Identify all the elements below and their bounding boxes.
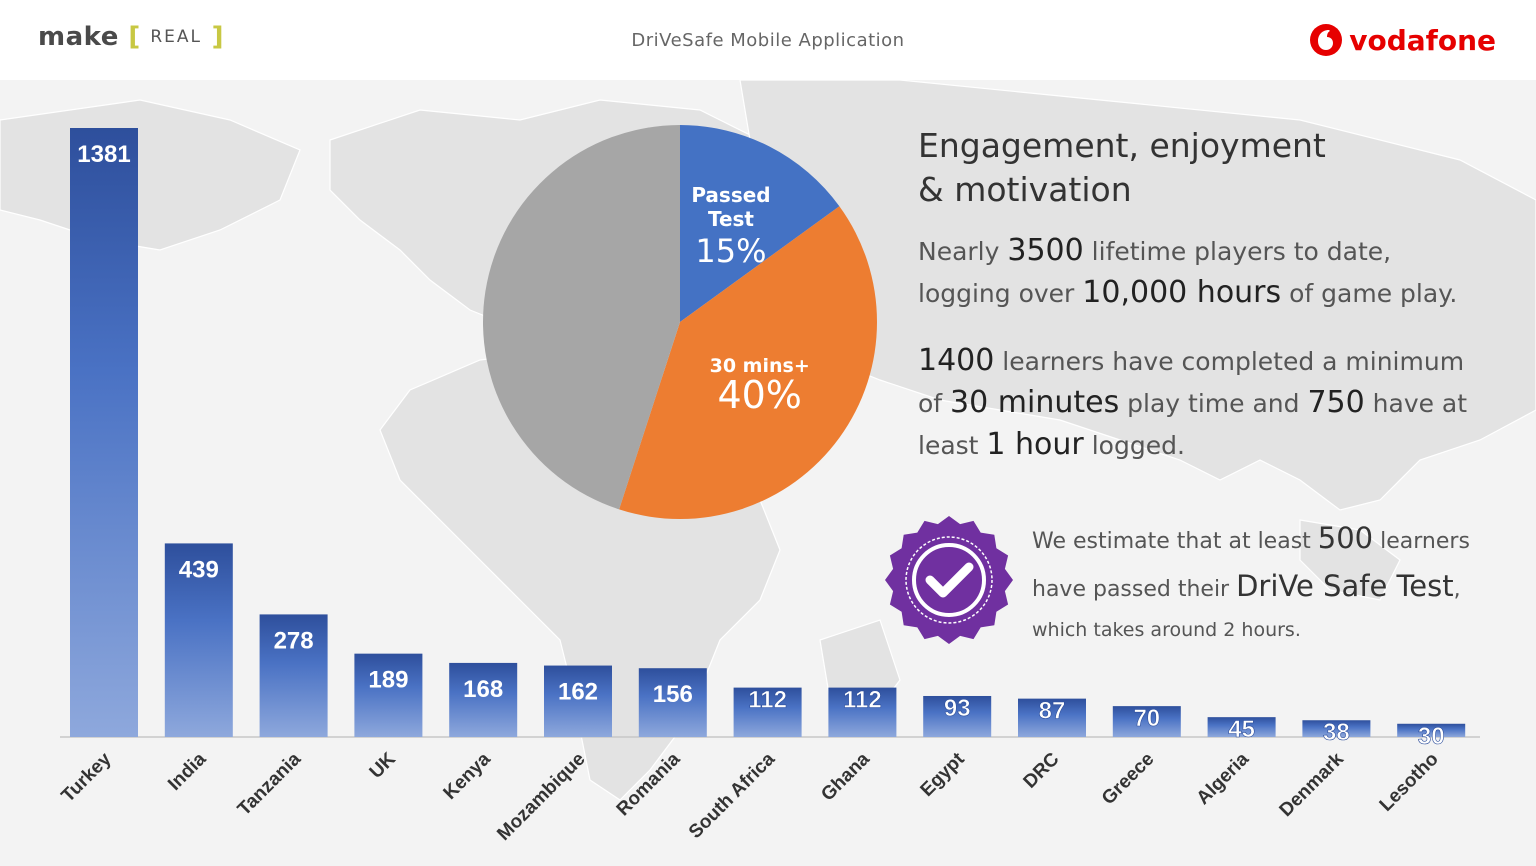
pie-slice-other: [483, 125, 680, 510]
data-label-algeria: 45: [1228, 716, 1255, 743]
pie-slice-passed-test: [680, 125, 840, 322]
estimate-paragraph: We estimate that at least 500 learners h…: [1032, 521, 1470, 641]
category-label-india: India: [164, 748, 211, 795]
section-heading: Engagement, enjoyment & motivation: [918, 126, 1326, 209]
category-label-turkey: Turkey: [58, 748, 116, 806]
vodafone-speechmark-icon: [1310, 24, 1343, 56]
data-label-south-africa: 112: [748, 687, 787, 714]
data-label-tanzania: 278: [274, 627, 314, 654]
data-label-drc: 87: [1039, 698, 1066, 725]
category-label-egypt: Egypt: [917, 748, 970, 801]
bar-denmark: [1302, 720, 1371, 737]
bar-india: [164, 543, 233, 737]
learners-paragraph: 1400 learners have completed a minimum o…: [918, 343, 1468, 462]
data-label-uk: 189: [368, 667, 408, 694]
data-label-egypt: 93: [944, 695, 971, 722]
category-label-romania: Romania: [613, 748, 685, 820]
bar-greece: [1112, 706, 1181, 737]
pie-value-passed-test: 15%: [695, 232, 766, 270]
data-label-kenya: 168: [463, 676, 503, 703]
makereal-logo: make [ REAL ]: [38, 22, 224, 52]
players-paragraph: Nearly 3500 lifetime players to date, lo…: [918, 233, 1458, 310]
category-label-greece: Greece: [1098, 749, 1158, 809]
data-label-india: 439: [179, 556, 219, 583]
pie-value-30-mins: 40%: [717, 373, 801, 417]
category-label-kenya: Kenya: [440, 748, 495, 803]
data-label-mozambique: 162: [558, 679, 598, 706]
bar-ghana: [828, 687, 897, 737]
bar-romania: [638, 668, 707, 737]
category-label-drc: DRC: [1020, 748, 1064, 792]
bar-kenya: [449, 662, 518, 737]
vodafone-logo: vodafone: [1309, 22, 1496, 58]
pie-slice-30-mins: [619, 206, 877, 519]
bar-turkey: [70, 128, 138, 737]
category-label-algeria: Algeria: [1193, 748, 1254, 809]
data-label-turkey: 1381: [77, 141, 130, 168]
data-label-ghana: 112: [843, 687, 882, 714]
pie-label-30-mins: 30 mins+: [710, 355, 810, 377]
category-label-denmark: Denmark: [1276, 748, 1349, 821]
category-label-mozambique: Mozambique: [493, 749, 589, 845]
data-label-lesotho: 30: [1418, 723, 1445, 750]
category-label-south-africa: South Africa: [685, 748, 780, 843]
bar-uk: [354, 653, 423, 737]
category-label-ghana: Ghana: [817, 748, 874, 805]
pie-label-passed-test: Test: [708, 207, 754, 231]
bar-mozambique: [544, 665, 612, 737]
bar-tanzania: [259, 614, 328, 737]
data-label-romania: 156: [653, 681, 693, 708]
bar-algeria: [1207, 717, 1276, 737]
bar-egypt: [923, 695, 992, 737]
bar-drc: [1018, 698, 1086, 737]
data-label-greece: 70: [1133, 705, 1160, 732]
bar-lesotho: [1397, 723, 1466, 737]
checkmark-seal-icon: [885, 516, 1013, 644]
pie-label-passed-test: Passed: [691, 183, 770, 207]
category-label-lesotho: Lesotho: [1376, 749, 1443, 816]
category-label-tanzania: Tanzania: [234, 748, 306, 820]
header-title: DriVeSafe Mobile Application: [631, 30, 905, 51]
bar-south-africa: [733, 687, 802, 737]
data-label-denmark: 38: [1323, 719, 1350, 746]
category-label-uk: UK: [366, 748, 400, 782]
header-bar: make [ REAL ] DriVeSafe Mobile Applicati…: [0, 0, 1536, 80]
